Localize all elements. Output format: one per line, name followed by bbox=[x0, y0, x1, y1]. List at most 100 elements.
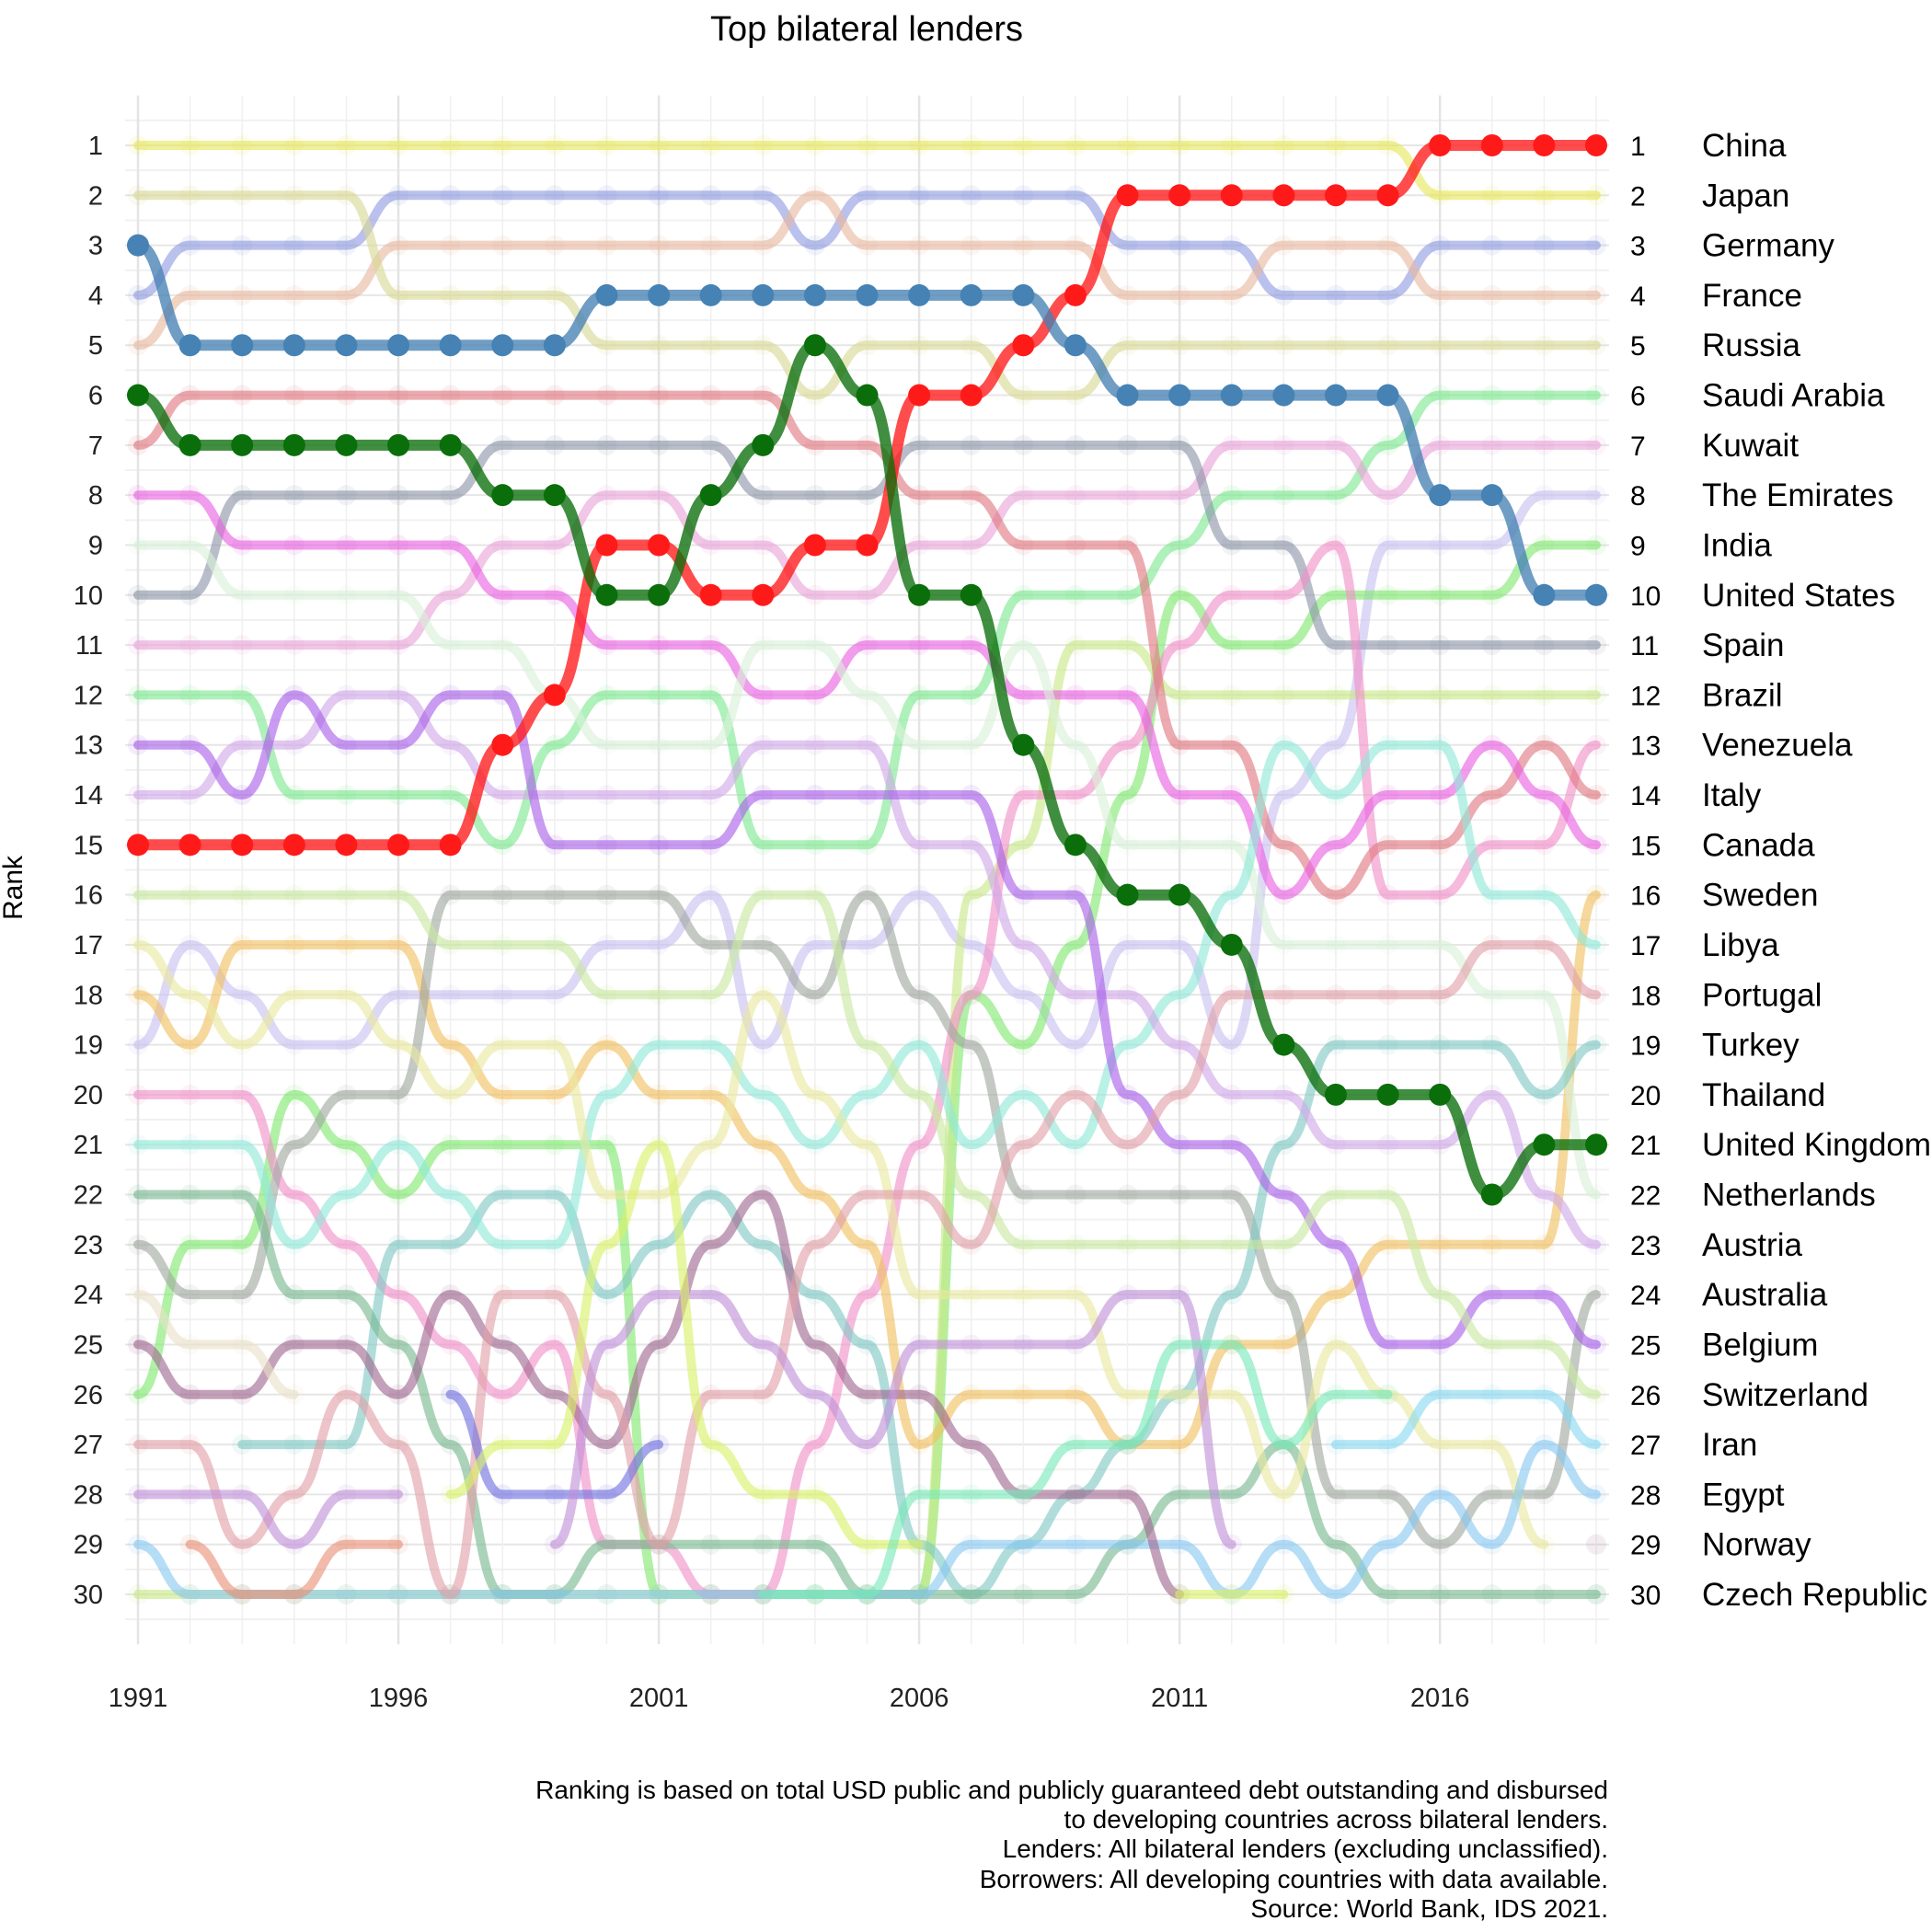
data-point-sweden bbox=[804, 1184, 825, 1205]
y-tick-label: 19 bbox=[74, 1031, 103, 1061]
data-point-india bbox=[1534, 535, 1555, 556]
right-lender-name: Egypt bbox=[1702, 1477, 1785, 1512]
data-point-germany bbox=[1481, 235, 1502, 256]
data-point-united-kingdom bbox=[1533, 1133, 1556, 1156]
right-lender-name: Norway bbox=[1702, 1527, 1811, 1563]
data-point-japan bbox=[1013, 135, 1034, 155]
data-point-united-states bbox=[1585, 583, 1607, 606]
data-point-india bbox=[1273, 635, 1294, 656]
data-point-saudi-arabia bbox=[1013, 584, 1034, 605]
data-point-spain bbox=[492, 434, 513, 455]
data-point-india bbox=[1481, 584, 1502, 605]
series-czech-republic bbox=[1586, 1584, 1606, 1604]
data-point-extra-5 bbox=[753, 1484, 774, 1505]
data-point-canada bbox=[1221, 785, 1242, 806]
data-point-portugal bbox=[544, 884, 565, 905]
series-norway bbox=[128, 1184, 1606, 1604]
data-point-egypt bbox=[1117, 1534, 1138, 1555]
data-point-spain bbox=[1586, 635, 1606, 656]
data-point-united-kingdom bbox=[543, 484, 566, 507]
right-rank-number: 12 bbox=[1630, 681, 1661, 711]
data-point-netherlands bbox=[700, 1534, 721, 1555]
data-point-japan bbox=[1169, 135, 1190, 155]
data-point-the-emirates bbox=[388, 984, 409, 1006]
data-point-italy bbox=[1586, 785, 1606, 806]
data-point-united-kingdom bbox=[595, 583, 618, 606]
data-point-austria bbox=[1221, 1084, 1242, 1105]
data-point-sweden bbox=[492, 1084, 513, 1105]
data-point-japan bbox=[1377, 135, 1398, 155]
data-point-italy bbox=[700, 385, 721, 406]
data-point-china bbox=[1168, 184, 1191, 207]
series-japan bbox=[128, 135, 1606, 206]
data-point-belgium bbox=[544, 834, 565, 856]
data-point-sweden bbox=[1064, 1384, 1086, 1405]
data-point-india bbox=[388, 1184, 409, 1205]
data-point-kuwait bbox=[1481, 434, 1502, 455]
data-point-saudi-arabia bbox=[1221, 485, 1242, 506]
data-point-venezuela bbox=[232, 1084, 253, 1105]
data-point-thailand bbox=[804, 1134, 825, 1156]
right-lender-name: Russia bbox=[1702, 328, 1801, 363]
data-point-japan bbox=[440, 135, 461, 155]
data-point-the-emirates bbox=[440, 984, 461, 1006]
data-point-netherlands bbox=[1377, 1584, 1398, 1604]
right-rank-number: 16 bbox=[1630, 881, 1661, 912]
right-rank-number: 29 bbox=[1630, 1531, 1661, 1561]
data-point-extra-6 bbox=[179, 1334, 201, 1355]
data-point-egypt bbox=[492, 1584, 513, 1604]
data-point-sweden bbox=[1273, 1334, 1294, 1355]
data-point-iran bbox=[1430, 1384, 1451, 1405]
data-point-france bbox=[232, 284, 253, 305]
data-point-thailand bbox=[700, 1034, 721, 1055]
data-point-japan bbox=[128, 135, 148, 155]
data-point-belgium bbox=[1534, 1284, 1555, 1305]
data-point-belgium bbox=[440, 684, 461, 706]
data-point-spain bbox=[1430, 635, 1451, 656]
data-point-portugal bbox=[1377, 1484, 1398, 1505]
series-extra-1 bbox=[179, 1534, 409, 1604]
data-point-the-emirates bbox=[1325, 734, 1346, 755]
data-point-united-kingdom bbox=[1220, 933, 1243, 956]
data-point-spain bbox=[1221, 535, 1242, 556]
data-point-sweden bbox=[1481, 1234, 1502, 1255]
data-point-kuwait bbox=[649, 485, 670, 506]
data-point-china bbox=[1533, 134, 1556, 156]
data-point-extra-4 bbox=[128, 1484, 148, 1505]
data-point-portugal bbox=[1481, 1484, 1502, 1505]
data-point-china bbox=[856, 534, 879, 557]
data-point-extra-1 bbox=[179, 1534, 201, 1555]
data-point-germany bbox=[1273, 284, 1294, 305]
data-point-switzerland bbox=[960, 1184, 982, 1205]
right-rank-number: 21 bbox=[1630, 1131, 1661, 1161]
data-point-canada bbox=[1481, 734, 1502, 755]
data-point-extra-4 bbox=[1013, 1334, 1034, 1355]
data-point-india bbox=[336, 1134, 357, 1156]
series-the-emirates bbox=[128, 485, 1606, 1055]
series-belgium bbox=[128, 684, 1606, 1355]
data-point-russia bbox=[857, 335, 878, 356]
data-point-saudi-arabia bbox=[1325, 485, 1346, 506]
data-point-spain bbox=[440, 485, 461, 506]
data-point-saudi-arabia bbox=[232, 684, 253, 706]
data-point-japan bbox=[232, 135, 253, 155]
data-point-japan bbox=[596, 135, 617, 155]
data-point-russia bbox=[179, 185, 201, 206]
data-point-libya bbox=[1169, 834, 1190, 856]
series-united-kingdom bbox=[127, 334, 1607, 1206]
data-point-japan bbox=[1325, 135, 1346, 155]
data-point-italy bbox=[1377, 834, 1398, 856]
data-point-germany bbox=[1221, 235, 1242, 256]
data-point-portugal bbox=[1534, 1484, 1555, 1505]
data-point-spain bbox=[336, 485, 357, 506]
data-point-venezuela bbox=[440, 1334, 461, 1355]
data-point-portugal bbox=[1169, 1184, 1190, 1205]
data-point-belgium bbox=[232, 785, 253, 806]
data-point-canada bbox=[283, 535, 305, 556]
x-axis-ticks: 1991 1996 2001 2006 2011 2016 bbox=[109, 1684, 1470, 1713]
data-point-united-states bbox=[387, 334, 410, 357]
data-point-france bbox=[544, 235, 565, 256]
data-point-portugal bbox=[388, 1084, 409, 1105]
data-point-venezuela bbox=[857, 1284, 878, 1305]
